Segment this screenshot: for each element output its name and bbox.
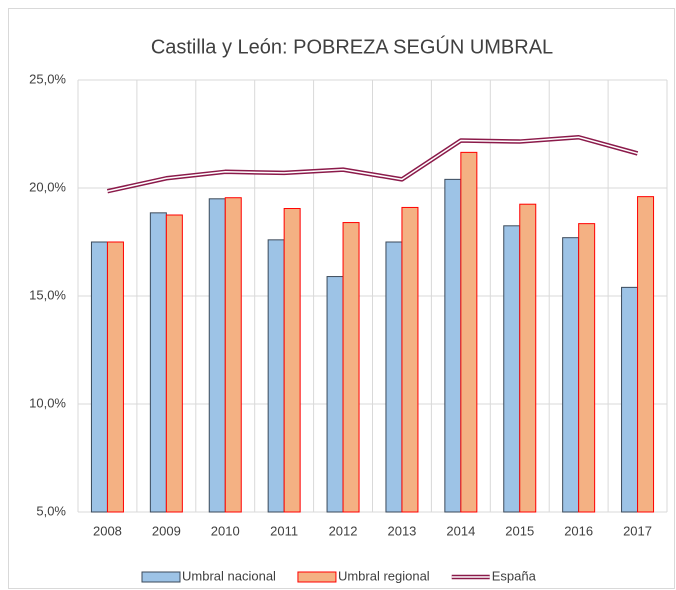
bar [106,241,124,513]
legend-swatch [141,571,181,583]
y-tick-label: 25,0% [29,71,66,86]
line-inner [107,136,638,192]
x-tick-label: 2010 [211,523,240,538]
x-tick-label: 2015 [505,523,534,538]
bar [444,178,462,513]
y-tick-label: 5,0% [36,503,66,518]
x-tick-label: 2013 [387,523,416,538]
chart-title: Castilla y León: POBREZA SEGÚN UMBRAL [151,35,553,58]
x-tick-label: 2014 [446,523,475,538]
bar [401,206,419,513]
bar [562,237,580,513]
bar [90,241,108,513]
legend-swatch [297,571,337,583]
bar [224,197,242,513]
x-tick-label: 2011 [270,523,298,538]
legend-label: Umbral regional [338,568,430,583]
x-tick-label: 2012 [329,523,358,538]
bar [621,286,639,513]
x-tick-label: 2016 [564,523,593,538]
bar [460,151,478,513]
legend-label: España [492,568,537,583]
y-tick-label: 15,0% [29,287,66,302]
y-tick-label: 10,0% [29,395,66,410]
bar [385,241,403,513]
x-tick-label: 2009 [152,523,181,538]
bar [578,223,596,513]
bar [149,212,167,513]
bar [267,239,285,513]
x-tick-label: 2008 [93,523,122,538]
legend-label: Umbral nacional [182,568,276,583]
bar [208,198,226,513]
bar [637,196,655,513]
bar [503,225,521,513]
x-tick-label: 2017 [623,523,652,538]
bar [519,203,537,513]
bar [326,276,344,513]
bar [283,208,301,513]
y-tick-label: 20,0% [29,179,66,194]
bar [342,222,360,513]
bar [165,214,183,513]
